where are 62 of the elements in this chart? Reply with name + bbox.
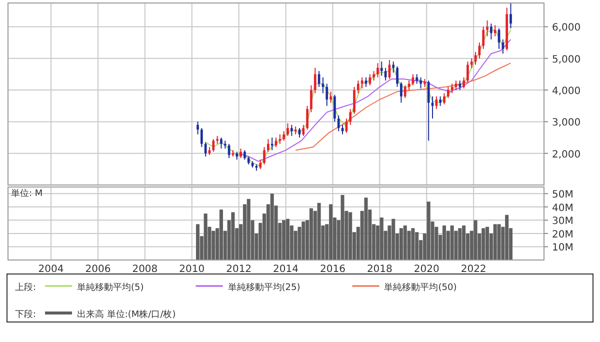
line-series [205,29,512,166]
y-tick-label: 2,000 [552,149,581,160]
bar [403,225,407,260]
bar [474,220,478,260]
bar [270,194,274,260]
bar [493,224,497,260]
bar [462,225,466,260]
bar [302,222,306,260]
bar [482,228,486,260]
bar [411,228,415,260]
bar [204,214,208,260]
bar [329,204,333,260]
bar [392,218,396,260]
bar [497,224,501,260]
x-tick-label: 2006 [85,264,111,275]
bar [317,202,321,260]
x-tick-label: 2022 [460,264,486,275]
bar [364,198,368,260]
y-tick-label: 6,000 [552,22,581,34]
y-tick-label: 10M [552,242,574,254]
bar [426,202,430,260]
bar [458,228,462,260]
bar [415,232,419,260]
x-tick-label: 2018 [366,264,392,275]
y-tick-label: 30M [552,216,574,228]
x-tick-label: 2020 [414,264,440,275]
bar [442,225,446,260]
legend-title: 下段: [15,309,36,320]
bar [340,194,344,260]
bar [399,228,403,260]
bar [348,212,352,260]
y-tick-label: 50M [552,190,574,201]
bar [246,198,250,260]
bar [219,210,223,260]
legend-label: 単純移動平均(5) [77,282,144,293]
bar [212,230,216,260]
x-tick-label: 2014 [273,264,299,275]
y-axis-title: 単位: M [11,188,43,199]
line-series [295,62,512,151]
bar [196,224,200,260]
bar [286,218,290,260]
legend-label: 単純移動平均(25) [228,282,300,293]
bar [309,208,313,260]
bar [282,220,286,260]
x-tick-label: 2012 [226,264,252,275]
bar [450,225,454,260]
x-tick-label: 2010 [179,264,205,275]
x-tick-label: 2008 [132,264,158,275]
y-tick-label: 40M [552,202,574,214]
legend-label: 出来高 単位:(M株/口/枚) [77,309,176,320]
x-tick-label: 2016 [320,264,346,275]
bar [380,218,384,260]
y-tick-label: 4,000 [552,86,581,98]
bar [505,214,509,260]
y-tick-label: 5,000 [552,54,581,66]
bar [486,226,490,260]
y-tick-label: 20M [552,229,574,240]
x-tick-label: 2004 [38,264,64,275]
y-tick-label: 3,000 [552,118,581,129]
legend-title: 上段: [15,282,36,293]
bar [231,212,235,260]
legend-label: 単純移動平均(50) [384,282,457,293]
